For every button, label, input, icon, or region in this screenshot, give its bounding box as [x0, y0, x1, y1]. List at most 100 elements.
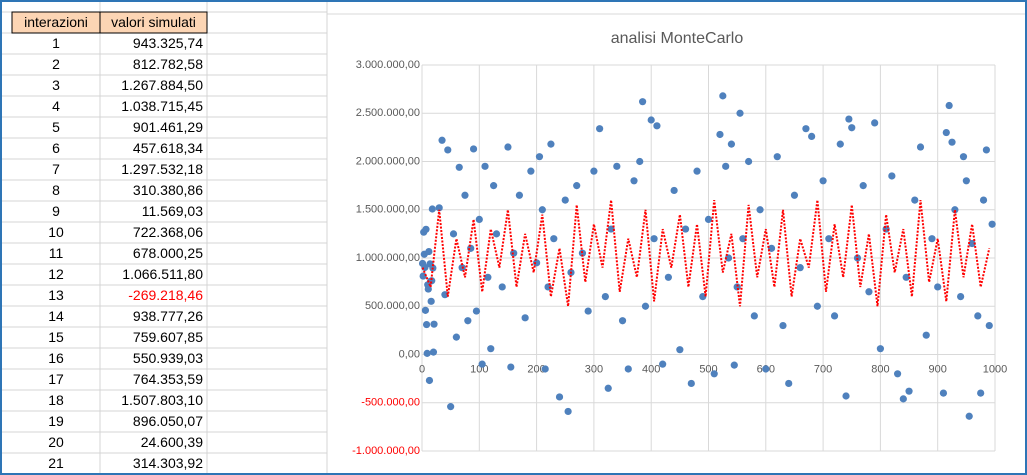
data-point	[653, 122, 661, 130]
y-tick-label: 0,00	[399, 348, 420, 360]
data-point	[911, 196, 919, 204]
data-point	[756, 206, 764, 214]
iteration-cell: 3	[52, 77, 60, 93]
data-point	[934, 283, 942, 291]
data-point	[428, 205, 436, 213]
iteration-cell: 19	[48, 413, 64, 429]
data-point	[596, 125, 604, 133]
data-point	[957, 293, 965, 301]
value-cell: 310.380,86	[133, 182, 203, 198]
value-cell: 678.000,25	[133, 245, 203, 261]
data-point	[521, 314, 529, 322]
data-point	[438, 136, 446, 144]
data-point	[724, 254, 733, 262]
data-point	[676, 346, 684, 354]
value-cell: -269.218,46	[128, 287, 203, 303]
data-point	[727, 140, 736, 148]
data-point	[584, 307, 592, 315]
data-point	[624, 365, 632, 373]
data-point	[435, 204, 443, 212]
data-point	[478, 360, 486, 368]
data-point	[564, 407, 572, 416]
data-point	[859, 182, 867, 190]
data-point	[422, 225, 430, 233]
value-cell: 1.507.803,10	[121, 392, 203, 408]
data-point	[487, 345, 495, 353]
data-point	[659, 360, 667, 368]
data-point	[865, 288, 873, 296]
iteration-cell: 11	[49, 245, 64, 261]
data-point	[639, 98, 647, 106]
data-point	[808, 132, 816, 141]
data-point	[959, 153, 968, 161]
data-point	[555, 393, 564, 401]
column-header: valori simulati	[111, 14, 196, 30]
data-point	[722, 162, 730, 170]
data-point	[905, 387, 913, 395]
data-point	[965, 412, 973, 420]
data-point	[464, 317, 472, 325]
data-point	[876, 345, 885, 353]
value-cell: 764.353,59	[133, 371, 203, 387]
data-point	[802, 125, 810, 133]
iteration-cell: 9	[52, 203, 60, 219]
data-point	[650, 235, 658, 243]
data-point	[613, 162, 621, 170]
y-tick-label: 1.500.000,00	[356, 204, 420, 216]
data-point	[785, 379, 793, 388]
x-tick-label: 300	[585, 363, 603, 375]
x-tick-label: 200	[527, 363, 545, 375]
iteration-cell: 18	[48, 392, 64, 408]
data-point	[733, 283, 741, 291]
data-point	[848, 124, 856, 132]
value-cell: 1.038.715,45	[121, 98, 203, 114]
data-point	[977, 389, 985, 397]
data-point	[490, 182, 498, 190]
data-point	[461, 191, 469, 199]
iteration-cell: 20	[48, 434, 64, 450]
iteration-cell: 2	[52, 56, 60, 72]
data-point	[469, 145, 478, 153]
data-point	[492, 230, 501, 238]
data-point	[467, 244, 475, 252]
chart-title: analisi MonteCarlo	[611, 30, 744, 47]
data-point	[447, 403, 455, 411]
iteration-cell: 16	[48, 350, 64, 366]
data-point	[452, 333, 460, 341]
y-tick-label: -500.000,00	[361, 397, 420, 409]
data-point	[893, 370, 902, 378]
iteration-cell: 1	[52, 35, 60, 51]
data-point	[535, 153, 544, 161]
data-point	[630, 177, 638, 185]
data-point	[888, 172, 896, 180]
data-point	[825, 235, 833, 243]
data-point	[533, 259, 541, 267]
data-point	[424, 285, 432, 293]
data-point	[475, 215, 483, 223]
data-point	[704, 215, 713, 223]
iteration-cell: 8	[52, 182, 60, 198]
data-point	[762, 365, 770, 373]
data-point	[968, 239, 976, 248]
data-point	[945, 101, 953, 110]
data-point	[515, 191, 524, 199]
data-point	[830, 312, 839, 320]
y-tick-label: 2.000.000,00	[356, 155, 420, 167]
data-point	[813, 302, 821, 310]
data-point	[670, 186, 678, 195]
y-tick-label: 500.000,00	[365, 300, 420, 312]
data-point	[710, 370, 718, 378]
data-point	[982, 146, 991, 154]
value-cell: 457.618,34	[133, 140, 203, 156]
data-point	[928, 235, 936, 243]
data-point	[590, 167, 598, 175]
data-point	[527, 167, 535, 175]
data-point	[498, 283, 506, 291]
value-cell: 550.939,03	[133, 350, 203, 366]
iteration-cell: 17	[48, 371, 64, 387]
data-point	[719, 92, 727, 100]
data-point	[979, 196, 988, 204]
data-point	[430, 320, 438, 328]
value-cell: 1.066.511,80	[122, 266, 203, 282]
y-tick-label: 3.000.000,00	[356, 59, 420, 71]
